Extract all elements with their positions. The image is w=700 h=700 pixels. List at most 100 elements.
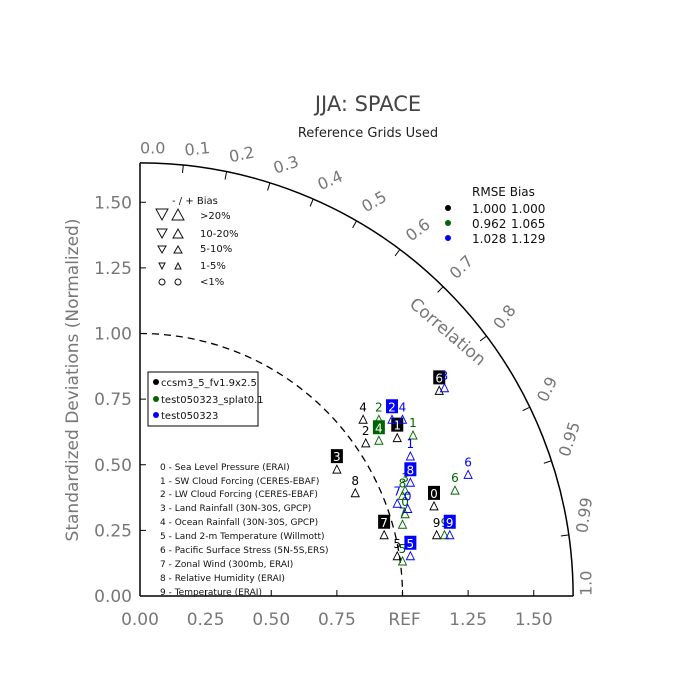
point-bias-triangle-icon bbox=[387, 414, 397, 424]
correlation-tick-mark bbox=[352, 220, 357, 229]
rmse-dot-icon bbox=[445, 205, 451, 211]
correlation-tick-label: 0.9 bbox=[533, 374, 561, 405]
point-bias-triangle-icon bbox=[431, 529, 442, 540]
variable-item: 2 - LW Cloud Forcing (CERES-EBAF) bbox=[160, 490, 318, 500]
bias-legend-row: 1-5% bbox=[200, 261, 226, 272]
point-label: 5 bbox=[407, 537, 415, 551]
chart-subtitle: Reference Grids Used bbox=[298, 126, 438, 141]
bias-circle-icon bbox=[158, 278, 166, 286]
diagram-frame bbox=[139, 162, 574, 597]
point-label: 8 bbox=[399, 476, 407, 490]
point-bias-triangle-icon bbox=[439, 382, 450, 393]
point-bias-triangle-icon bbox=[350, 487, 360, 498]
x-tick-label: 0.25 bbox=[187, 610, 225, 630]
correlation-tick-label: 0.8 bbox=[489, 301, 519, 333]
ref-label: REF bbox=[388, 610, 420, 630]
correlation-tick-mark bbox=[543, 460, 552, 464]
correlation-tick-mark bbox=[479, 335, 487, 342]
bias-down-icon bbox=[156, 228, 168, 240]
chart-title: JJA: SPACE bbox=[313, 92, 421, 116]
point-label: 9 bbox=[446, 516, 454, 530]
y-tick-label: 1.50 bbox=[94, 193, 132, 213]
point-label: 6 bbox=[435, 371, 443, 385]
correlation-tick-mark bbox=[309, 198, 314, 207]
point-label: 4 bbox=[399, 400, 407, 414]
point-bias-triangle-icon bbox=[392, 550, 402, 561]
rmse-dot-icon bbox=[445, 220, 451, 226]
point-bias-triangle-icon bbox=[405, 450, 416, 461]
y-tick-label: 1.25 bbox=[94, 259, 132, 279]
point-label: 1 bbox=[393, 419, 401, 433]
correlation-tick-label: 0.6 bbox=[402, 215, 434, 245]
bias-up-icon bbox=[173, 244, 183, 254]
bias-legend: - / + Bias >20% 10-20% 5-10% 1-5% <1% bbox=[155, 196, 239, 288]
bias-legend-row: <1% bbox=[200, 277, 224, 288]
bias-legend-header: - / + Bias bbox=[172, 196, 218, 207]
correlation-tick-label: 0.0 bbox=[140, 138, 165, 157]
data-points: 012345678901234567890123456789 bbox=[330, 369, 473, 566]
y-tick-label: 0.75 bbox=[94, 390, 132, 410]
variable-item: 0 - Sea Level Pressure (ERAI) bbox=[160, 463, 290, 473]
correlation-tick-mark bbox=[182, 164, 184, 174]
point-marker-box bbox=[433, 370, 446, 385]
point-label: 7 bbox=[393, 484, 401, 498]
point-marker-box bbox=[404, 462, 417, 477]
correlation-tick-label: 1.0 bbox=[577, 571, 596, 596]
point-marker-box bbox=[372, 420, 385, 435]
correlation-tick-mark bbox=[437, 286, 444, 293]
bias-up-icon bbox=[171, 207, 185, 221]
series-dot-icon bbox=[153, 379, 159, 385]
correlation-tick-mark bbox=[394, 249, 401, 257]
correlation-tick-mark bbox=[224, 171, 228, 180]
correlation-tick-label: 0.7 bbox=[446, 251, 477, 282]
point-label: 0 bbox=[430, 487, 438, 501]
point-bias-triangle-icon bbox=[463, 469, 473, 479]
point-bias-triangle-icon bbox=[400, 485, 410, 495]
y-tick-label: 0.50 bbox=[94, 456, 132, 476]
correlation-tick-mark bbox=[560, 534, 569, 537]
point-bias-triangle-icon bbox=[392, 498, 402, 508]
point-label: 2 bbox=[362, 424, 370, 438]
bias-down-icon bbox=[158, 262, 166, 271]
point-bias-triangle-icon bbox=[379, 529, 389, 540]
point-label: 4 bbox=[359, 400, 367, 414]
point-bias-triangle-icon bbox=[332, 464, 342, 474]
rmse-value: 1.028 bbox=[472, 232, 506, 246]
point-bias-triangle-icon bbox=[450, 485, 460, 495]
bias-up-icon bbox=[174, 261, 182, 270]
correlation-tick-label: 0.3 bbox=[271, 152, 301, 178]
point-label: 3 bbox=[333, 450, 341, 464]
x-tick-label: 0.00 bbox=[121, 610, 159, 630]
series-legend-label: test050323 bbox=[161, 411, 218, 422]
correlation-tick-label: 0.2 bbox=[227, 143, 256, 167]
point-label: 6 bbox=[464, 455, 472, 469]
bias-down-icon bbox=[157, 245, 167, 255]
point-label: 0 bbox=[404, 490, 412, 504]
y-tick-label: 1.00 bbox=[94, 325, 132, 345]
point-marker-box bbox=[428, 485, 440, 500]
point-bias-triangle-icon bbox=[397, 414, 408, 424]
point-bias-triangle-icon bbox=[397, 490, 408, 500]
rmse-table-header: RMSE Bias bbox=[472, 185, 535, 199]
bias-circle-icon bbox=[174, 278, 182, 286]
variable-legend: 0 - Sea Level Pressure (ERAI) 1 - SW Clo… bbox=[160, 463, 329, 598]
bias-legend-row: 10-20% bbox=[200, 229, 239, 240]
point-marker-box bbox=[378, 514, 391, 529]
point-marker-box bbox=[404, 535, 417, 550]
bias-up-icon bbox=[172, 227, 184, 239]
point-label: 8 bbox=[407, 463, 415, 477]
rmse-value: 0.962 bbox=[472, 217, 506, 231]
point-label: 9 bbox=[433, 516, 441, 530]
correlation-tick-label: 0.1 bbox=[184, 138, 211, 159]
bias-legend-row: 5-10% bbox=[200, 244, 232, 255]
variable-item: 4 - Ocean Rainfall (30N-30S, GPCP) bbox=[160, 518, 318, 528]
series-dot-icon bbox=[153, 396, 159, 402]
point-label: 3 bbox=[441, 369, 449, 383]
point-bias-triangle-icon bbox=[400, 508, 410, 519]
x-tick-label: 0.50 bbox=[252, 610, 290, 630]
point-label: 7 bbox=[380, 516, 388, 530]
variable-item: 3 - Land Rainfall (30N-30S, GPCP) bbox=[160, 504, 311, 514]
point-marker-box bbox=[330, 449, 343, 464]
series-dot-icon bbox=[153, 412, 159, 418]
